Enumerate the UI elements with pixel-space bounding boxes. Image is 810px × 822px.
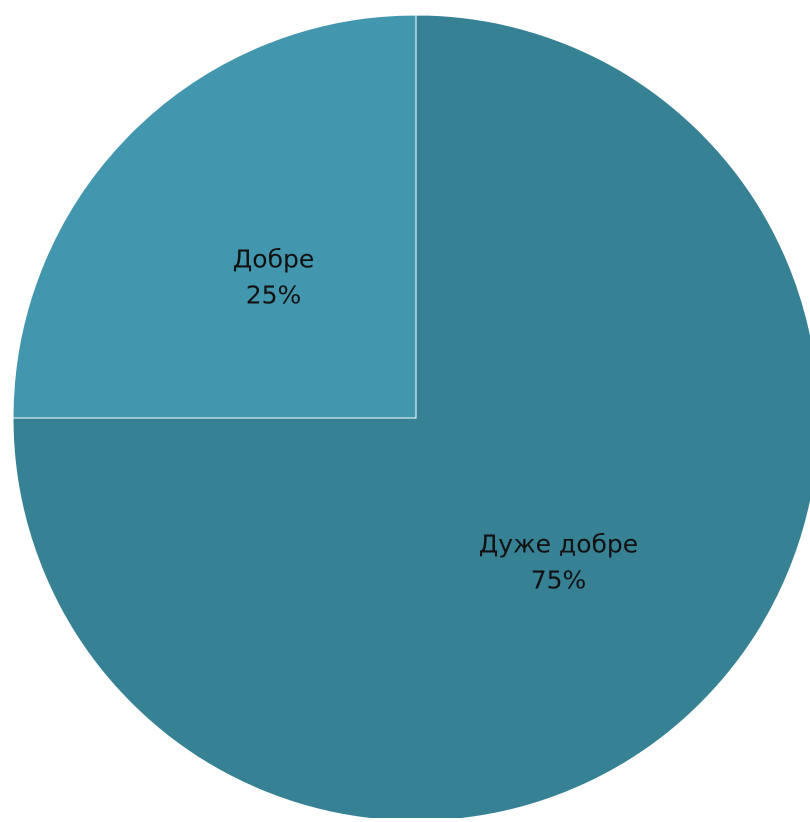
pie-slice-label-1: Добре 25% <box>233 245 315 310</box>
pie-labels: Дуже добре 75% Добре 25% <box>233 245 638 595</box>
slice-percent-label: 75% <box>531 565 587 594</box>
pie-slice-label-0: Дуже добре 75% <box>479 529 638 594</box>
pie-slices <box>12 14 810 822</box>
slice-category-label: Дуже добре <box>479 529 638 558</box>
slice-category-label: Добре <box>233 245 315 274</box>
slice-percent-label: 25% <box>246 281 302 310</box>
pie-slice-1 <box>12 14 417 419</box>
